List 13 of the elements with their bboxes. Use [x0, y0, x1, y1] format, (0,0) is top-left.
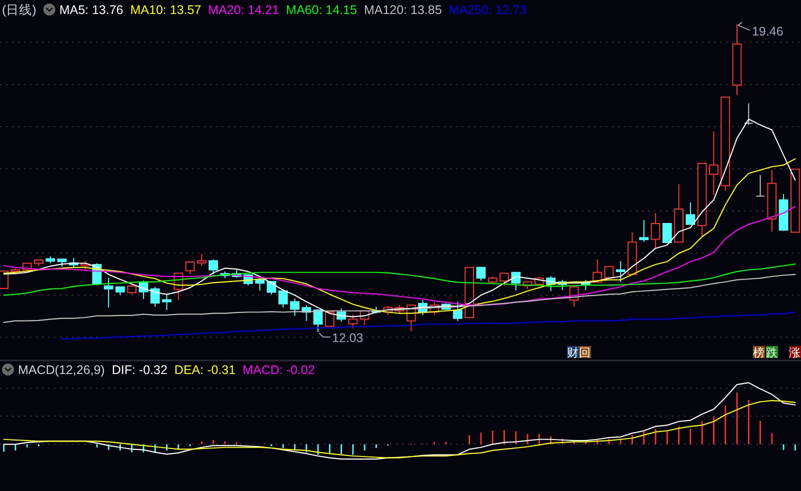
text: MACD: -0.02 — [242, 363, 315, 377]
text: MA60: 14.15 — [286, 3, 357, 17]
text: MA250: 12.73 — [448, 3, 527, 17]
text: MA20: 14.21 — [208, 3, 280, 17]
text: DIF: -0.32 — [112, 363, 168, 377]
annotation: 19.46 — [752, 24, 784, 38]
text: MA5: 13.76 — [59, 3, 124, 17]
text: DEA: -0.31 — [174, 363, 236, 377]
chart-title: MACD(12,26,9) — [18, 363, 105, 377]
chart-title: (日线) — [2, 3, 36, 17]
text: MA120: 13.85 — [364, 3, 442, 17]
annotation: 12.03 — [332, 331, 364, 345]
text: MA10: 13.57 — [130, 3, 202, 17]
